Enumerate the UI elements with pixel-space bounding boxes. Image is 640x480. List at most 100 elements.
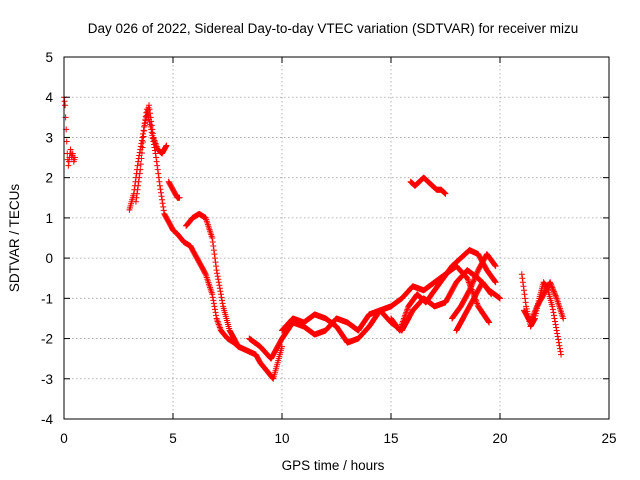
data-point xyxy=(486,319,493,326)
data-point xyxy=(492,279,499,286)
data-point xyxy=(217,291,224,298)
data-point xyxy=(553,324,560,331)
data-point xyxy=(176,194,183,201)
data-point xyxy=(139,144,146,151)
data-point xyxy=(139,134,146,141)
data-point xyxy=(555,339,562,346)
data-point xyxy=(556,345,563,352)
data-point xyxy=(473,272,480,279)
data-point xyxy=(532,306,539,313)
data-point xyxy=(144,109,151,116)
data-point xyxy=(528,316,535,323)
data-point xyxy=(210,247,217,254)
data-point xyxy=(549,303,556,310)
data-point xyxy=(217,288,224,295)
data-point xyxy=(522,299,529,306)
data-point xyxy=(518,271,525,278)
series-arc-afternoon xyxy=(388,247,499,334)
data-point xyxy=(560,315,567,322)
data-point xyxy=(63,138,70,145)
data-point xyxy=(214,273,221,280)
data-point xyxy=(148,122,155,129)
data-point xyxy=(519,279,526,286)
data-point xyxy=(441,190,448,197)
data-point xyxy=(470,277,477,284)
data-point xyxy=(202,270,209,277)
data-point xyxy=(492,263,499,270)
data-point xyxy=(133,194,140,201)
data-point xyxy=(547,280,554,287)
data-point xyxy=(211,306,218,313)
data-point xyxy=(467,284,474,291)
data-point xyxy=(210,243,217,250)
series-arc-early-morning xyxy=(126,106,242,350)
data-point xyxy=(153,158,160,165)
data-point xyxy=(156,178,163,185)
data-point xyxy=(474,269,481,276)
data-point xyxy=(140,127,147,134)
data-point xyxy=(519,275,526,282)
data-point xyxy=(522,295,529,302)
data-point xyxy=(488,291,495,298)
series-arc-evening-2 xyxy=(520,279,567,326)
y-tick-label: -1 xyxy=(41,291,53,306)
data-point xyxy=(157,186,164,193)
data-point xyxy=(552,318,559,325)
data-point xyxy=(468,283,475,290)
data-point xyxy=(163,142,170,149)
data-point xyxy=(153,154,160,161)
axis-ticks: 0 5 10 15 20 25 -4 -3 -2 -1 0 1 2 3 4 5 xyxy=(41,50,617,446)
data-point xyxy=(62,102,69,109)
data-point xyxy=(553,293,560,300)
data-point xyxy=(531,308,538,315)
data-point xyxy=(471,275,478,282)
y-tick-label: -3 xyxy=(41,372,53,387)
y-tick-label: 4 xyxy=(45,90,53,105)
data-point xyxy=(551,315,558,322)
data-point xyxy=(485,318,492,325)
data-point xyxy=(136,170,143,177)
data-point xyxy=(135,178,142,185)
data-point xyxy=(213,263,220,270)
data-point xyxy=(214,270,221,277)
data-point xyxy=(552,291,559,298)
data-point xyxy=(531,310,538,317)
data-point xyxy=(134,190,141,197)
data-point xyxy=(211,255,218,262)
y-tick-label: 2 xyxy=(45,171,53,186)
data-point xyxy=(521,291,528,298)
data-point xyxy=(156,182,163,189)
data-point xyxy=(159,200,166,207)
data-point xyxy=(160,203,167,210)
data-point xyxy=(442,190,449,197)
data-point xyxy=(140,130,147,137)
x-axis-label: GPS time / hours xyxy=(282,458,385,473)
data-point xyxy=(523,303,530,310)
data-point xyxy=(136,174,143,181)
data-point xyxy=(547,279,554,286)
data-point xyxy=(558,351,565,358)
data-point xyxy=(134,186,141,193)
data-point xyxy=(155,170,162,177)
data-point xyxy=(269,375,276,382)
data-point xyxy=(162,143,169,150)
data-point xyxy=(155,174,162,181)
data-point xyxy=(61,98,68,105)
data-point xyxy=(137,166,144,173)
data-point xyxy=(138,150,145,157)
data-point xyxy=(474,300,481,307)
data-point xyxy=(158,193,165,200)
data-point xyxy=(146,102,153,109)
data-point xyxy=(154,166,161,173)
data-point xyxy=(527,319,534,326)
data-point xyxy=(530,311,537,318)
y-tick-label: 5 xyxy=(45,50,53,65)
data-point xyxy=(209,291,216,298)
data-point xyxy=(140,138,147,145)
series-arc-spike xyxy=(132,102,170,205)
y-tick-label: 3 xyxy=(45,130,53,145)
data-point xyxy=(140,133,147,140)
data-point xyxy=(147,114,154,121)
data-point xyxy=(471,274,478,281)
